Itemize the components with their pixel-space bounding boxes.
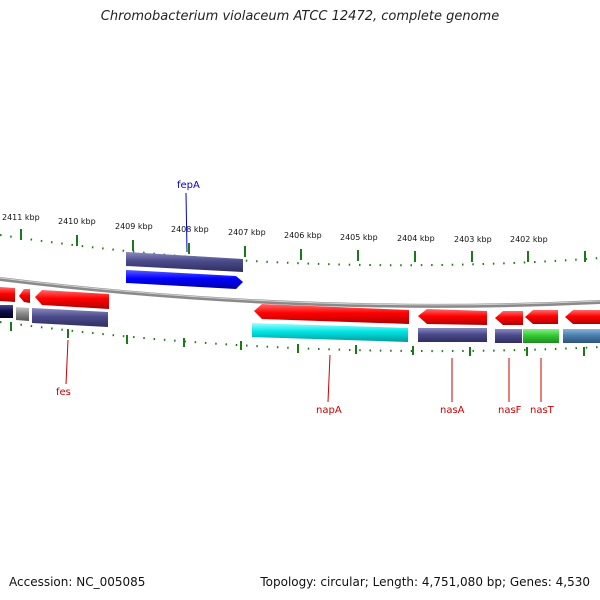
rna-feature-napA[interactable] — [252, 323, 408, 342]
tick-label: 2404 kbp — [397, 234, 435, 243]
tick-label: 2409 kbp — [115, 222, 153, 231]
cds-feature-fepA[interactable] — [126, 270, 243, 289]
gene-feature[interactable] — [16, 307, 29, 321]
tick-label: 2406 kbp — [284, 231, 322, 240]
cds-feature-nasT[interactable] — [525, 310, 558, 324]
cds-feature[interactable] — [19, 289, 30, 303]
tick-label: 2408 kbp — [171, 225, 209, 234]
tick-label: 2403 kbp — [454, 235, 492, 244]
gene-label-nasF[interactable]: nasF — [498, 405, 522, 416]
genome-backbone — [0, 277, 600, 308]
cds-feature[interactable] — [565, 310, 600, 324]
tick-label: 2407 kbp — [228, 228, 266, 237]
gene-label-nasA[interactable]: nasA — [440, 405, 465, 416]
gene-feature-fepA[interactable] — [126, 252, 243, 272]
label-leaders — [65, 192, 542, 403]
tick-label: 2402 kbp — [510, 235, 548, 244]
gene-feature-nasA[interactable] — [418, 328, 487, 342]
cds-feature[interactable] — [0, 287, 15, 302]
gene-label-napA[interactable]: napA — [316, 405, 342, 416]
forward-strand-features — [126, 252, 243, 289]
tick-label: 2411 kbp — [2, 213, 40, 222]
gene-label-nasT[interactable]: nasT — [530, 405, 555, 416]
tick-label: 2405 kbp — [340, 233, 378, 242]
map-title: Chromobacterium violaceum ATCC 12472, co… — [100, 9, 500, 24]
cds-feature-nasF[interactable] — [495, 311, 523, 325]
tick-label: 2410 kbp — [58, 217, 96, 226]
cds-feature-fes[interactable] — [35, 290, 109, 309]
accession-text: Accession: NC_005085 — [9, 575, 146, 589]
gene-label-fes[interactable]: fes — [56, 387, 71, 398]
gene-feature[interactable] — [563, 329, 600, 343]
gene-feature-nasT[interactable] — [523, 329, 559, 343]
inner-tick-ring — [0, 321, 600, 356]
gene-feature-nasF[interactable] — [495, 329, 522, 343]
cds-feature-napA[interactable] — [254, 304, 409, 324]
ruler-labels: 2411 kbp 2410 kbp 2409 kbp 2408 kbp 2407… — [2, 213, 548, 244]
gene-feature-fes[interactable] — [32, 308, 108, 327]
cds-feature-nasA[interactable] — [418, 309, 487, 325]
genome-summary-text: Topology: circular; Length: 4,751,080 bp… — [260, 575, 590, 589]
reverse-strand-cds — [0, 287, 600, 325]
outer-tick-ring — [0, 229, 600, 267]
gene-label-fepA[interactable]: fepA — [177, 180, 200, 191]
gene-feature[interactable] — [0, 305, 13, 318]
reverse-strand-features — [0, 305, 600, 343]
